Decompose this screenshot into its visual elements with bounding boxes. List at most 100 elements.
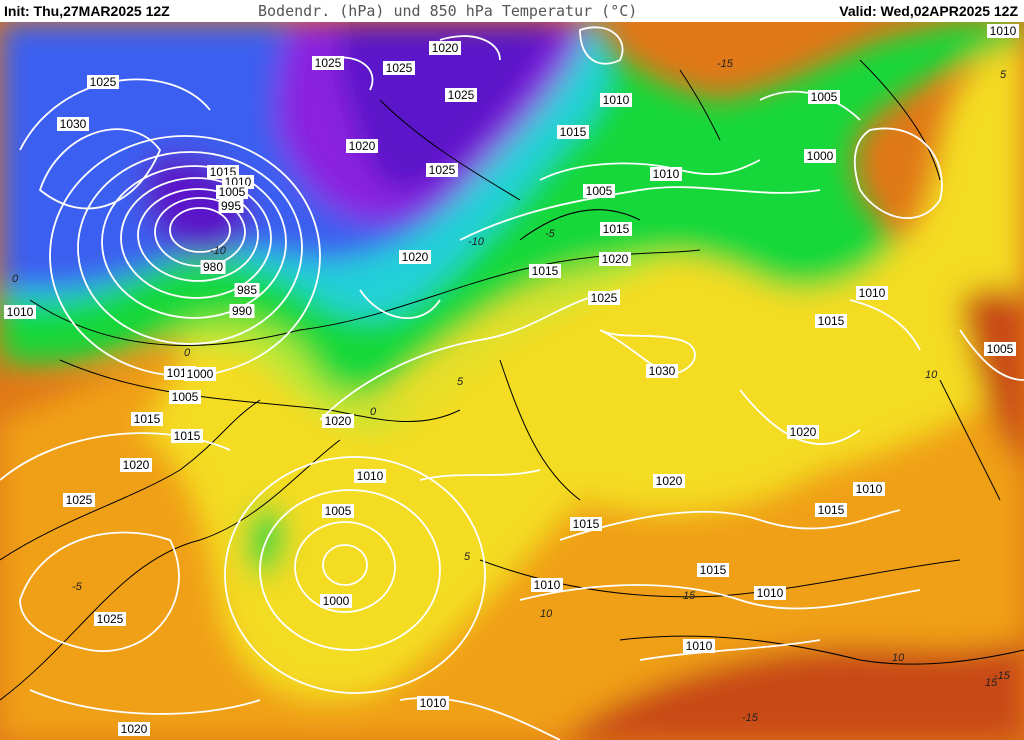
svg-text:1025: 1025 (448, 88, 475, 102)
svg-text:1015: 1015 (560, 125, 587, 139)
svg-text:1030: 1030 (60, 117, 87, 131)
isobar-label: 1010 (4, 305, 36, 319)
init-time: Init: Thu,27MAR2025 12Z (4, 3, 170, 19)
isobar-label: 1015 (557, 125, 589, 139)
isobar-label: 1020 (118, 722, 150, 736)
svg-text:1020: 1020 (790, 425, 817, 439)
isobar-label: 1000 (804, 149, 836, 163)
map-header: Init: Thu,27MAR2025 12Z Bodendr. (hPa) u… (0, 0, 1024, 22)
isobar-label: 1020 (653, 474, 685, 488)
isobar-label: 1010 (853, 482, 885, 496)
svg-text:1020: 1020 (402, 250, 429, 264)
isobar-label: 1020 (429, 41, 461, 55)
isotherm-label: -15 (994, 670, 1011, 682)
isobar-label: 1010 (856, 286, 888, 300)
isobar-label: 1000 (184, 367, 216, 381)
isobar-label: 1020 (787, 425, 819, 439)
svg-text:1020: 1020 (602, 252, 629, 266)
isobar-label: 1005 (583, 184, 615, 198)
isobar-label: 1030 (57, 117, 89, 131)
isotherm-label: -15 (742, 712, 759, 724)
svg-text:1000: 1000 (323, 594, 350, 608)
svg-text:995: 995 (221, 199, 241, 213)
svg-text:1010: 1010 (856, 482, 883, 496)
svg-text:1010: 1010 (420, 696, 447, 710)
svg-text:1015: 1015 (532, 264, 559, 278)
isotherm-label: -5 (545, 228, 556, 240)
isotherm-label: 0 (370, 406, 377, 418)
isobar-label: 1010 (354, 469, 386, 483)
isotherm-label: 15 (683, 590, 696, 602)
isobar-label: 1025 (94, 612, 126, 626)
svg-text:1020: 1020 (123, 458, 150, 472)
svg-text:1015: 1015 (818, 503, 845, 517)
isobar-label: 1015 (815, 503, 847, 517)
isotherm-label: -10 (468, 236, 485, 248)
svg-text:1010: 1010 (653, 167, 680, 181)
svg-text:1005: 1005 (172, 390, 199, 404)
isotherm-label: 10 (925, 369, 938, 381)
svg-text:985: 985 (237, 283, 257, 297)
svg-text:1015: 1015 (818, 314, 845, 328)
svg-text:1000: 1000 (807, 149, 834, 163)
isobar-label: 1025 (312, 56, 344, 70)
svg-text:1005: 1005 (987, 342, 1014, 356)
isobar-label: 980 (200, 260, 226, 274)
svg-text:1025: 1025 (386, 61, 413, 75)
svg-text:1025: 1025 (66, 493, 93, 507)
svg-text:1025: 1025 (591, 291, 618, 305)
isotherm-label: 5 (464, 551, 471, 563)
isobar-label: 1015 (570, 517, 602, 531)
map-title: Bodendr. (hPa) und 850 hPa Temperatur (°… (258, 2, 638, 20)
isobar-label: 995 (218, 199, 244, 213)
isobar-label: 1015 (600, 222, 632, 236)
svg-text:1025: 1025 (97, 612, 124, 626)
svg-text:980: 980 (203, 260, 223, 274)
isobar-label: 1015 (171, 429, 203, 443)
isobar-label: 1005 (169, 390, 201, 404)
isobar-label: 1020 (599, 252, 631, 266)
isobar-label: 1010 (417, 696, 449, 710)
svg-text:1010: 1010 (990, 24, 1017, 38)
svg-text:1010: 1010 (534, 578, 561, 592)
svg-text:1010: 1010 (859, 286, 886, 300)
svg-text:1020: 1020 (656, 474, 683, 488)
svg-text:1005: 1005 (586, 184, 613, 198)
isotherm-label: 0 (12, 273, 19, 285)
svg-text:1015: 1015 (603, 222, 630, 236)
isobar-label: 1020 (120, 458, 152, 472)
isotherm-label: 5 (1000, 69, 1007, 81)
isobar-label: 1005 (984, 342, 1016, 356)
isobar-label: 985 (234, 283, 260, 297)
valid-time: Valid: Wed,02APR2025 12Z (839, 3, 1018, 19)
svg-text:1020: 1020 (121, 722, 148, 736)
isobar-label: 1020 (399, 250, 431, 264)
temperature-shading (0, 22, 1024, 740)
isobar-label: 1015 (815, 314, 847, 328)
isotherm-label: 10 (892, 652, 905, 664)
isobar-label: 1010 (531, 578, 563, 592)
isotherm-label: -5 (72, 581, 83, 593)
isobar-label: 1015 (697, 563, 729, 577)
isobar-label: 1025 (445, 88, 477, 102)
isobar-label: 1020 (346, 139, 378, 153)
svg-text:1015: 1015 (134, 412, 161, 426)
svg-text:1005: 1005 (219, 185, 246, 199)
svg-text:1030: 1030 (649, 364, 676, 378)
svg-text:990: 990 (232, 304, 252, 318)
isobar-label: 1015 (131, 412, 163, 426)
isobar-label: 1005 (808, 90, 840, 104)
svg-text:1020: 1020 (325, 414, 352, 428)
isobar-label: 1025 (426, 163, 458, 177)
svg-text:1010: 1010 (757, 586, 784, 600)
isobar-label: 1010 (650, 167, 682, 181)
svg-text:1020: 1020 (349, 139, 376, 153)
isobar-label: 1005 (322, 504, 354, 518)
isotherm-label: 0 (184, 347, 191, 359)
isotherm-label: -10 (210, 245, 227, 257)
svg-text:1010: 1010 (603, 93, 630, 107)
